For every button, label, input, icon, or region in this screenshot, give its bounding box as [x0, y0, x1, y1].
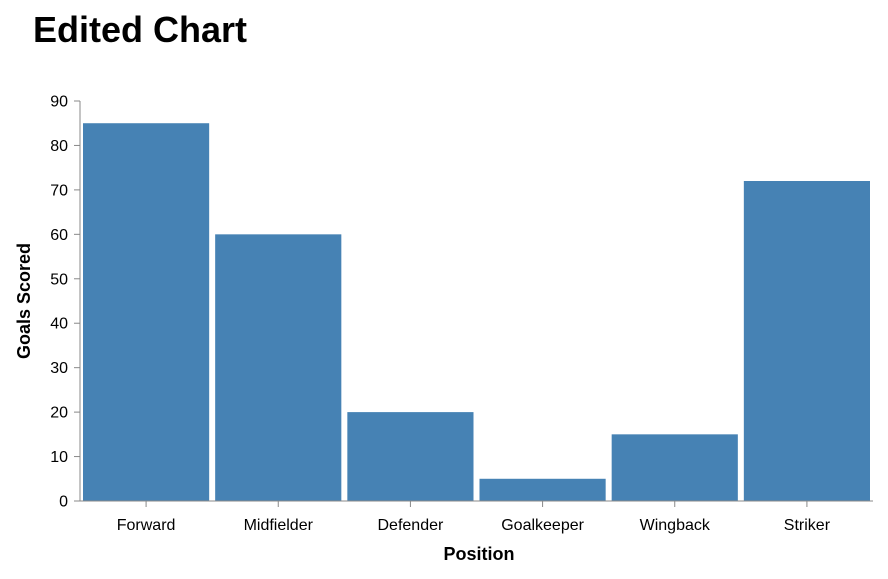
x-tick-label: Wingback — [640, 517, 711, 534]
bar-goalkeeper — [479, 478, 606, 501]
y-tick-label: 90 — [50, 94, 68, 111]
bar-midfielder — [215, 234, 342, 502]
x-axis: Forward Midfielder Defender Goalkeeper Wingb… — [80, 500, 873, 534]
y-tick-label: 60 — [50, 227, 68, 244]
x-tick-label: Midfielder — [244, 517, 314, 534]
x-tick-label: Defender — [378, 517, 444, 534]
x-tick-label: Goalkeeper — [501, 517, 584, 534]
y-axis-title: Goals Scored — [14, 243, 34, 359]
y-tick-label: 40 — [50, 316, 68, 333]
bar-forward — [83, 123, 210, 501]
chart-title: Edited Chart — [33, 9, 247, 50]
y-tick-label: 0 — [59, 494, 68, 511]
x-tick-label: Forward — [117, 517, 176, 534]
y-axis: 0 10 20 30 40 50 60 70 80 90 — [50, 94, 81, 511]
y-tick-label: 70 — [50, 182, 68, 199]
bar-wingback — [611, 434, 738, 501]
y-tick-label: 80 — [50, 138, 68, 155]
bar-striker — [743, 181, 870, 501]
y-tick-label: 10 — [50, 449, 68, 466]
x-axis-title: Position — [444, 544, 515, 564]
y-tick-label: 50 — [50, 271, 68, 288]
x-tick-label: Striker — [784, 517, 831, 534]
y-tick-label: 30 — [50, 360, 68, 377]
y-tick-label: 20 — [50, 405, 68, 422]
bars-group — [83, 123, 870, 502]
bar-defender — [347, 412, 474, 501]
